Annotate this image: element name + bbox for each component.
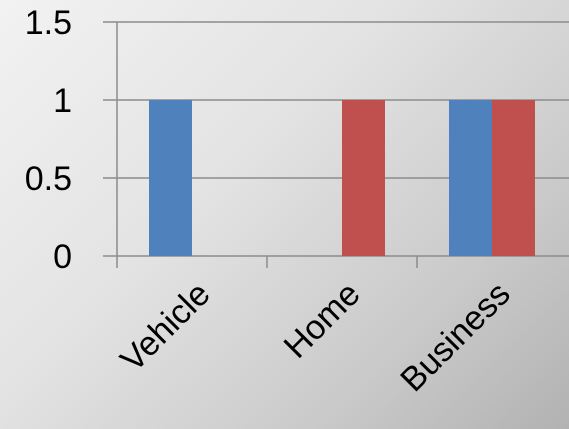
y-tick-label: 1 xyxy=(53,82,72,120)
y-tick-label: 0.5 xyxy=(25,160,72,198)
bars xyxy=(149,100,535,256)
axes xyxy=(116,22,418,268)
x-category-label: Vehicle xyxy=(113,275,217,379)
x-category-label: Business xyxy=(393,275,517,399)
x-category-label: Home xyxy=(277,275,368,366)
bar-vehicle-series-1 xyxy=(149,100,192,256)
bar-business-series-2 xyxy=(492,100,535,256)
bar-business-series-1 xyxy=(449,100,492,256)
labels: 0 0.5 1 1.5 Vehicle Home Business xyxy=(25,4,518,399)
y-tick-label: 1.5 xyxy=(25,4,72,42)
y-tick-label: 0 xyxy=(53,238,72,276)
bar-home-series-2 xyxy=(342,100,385,256)
